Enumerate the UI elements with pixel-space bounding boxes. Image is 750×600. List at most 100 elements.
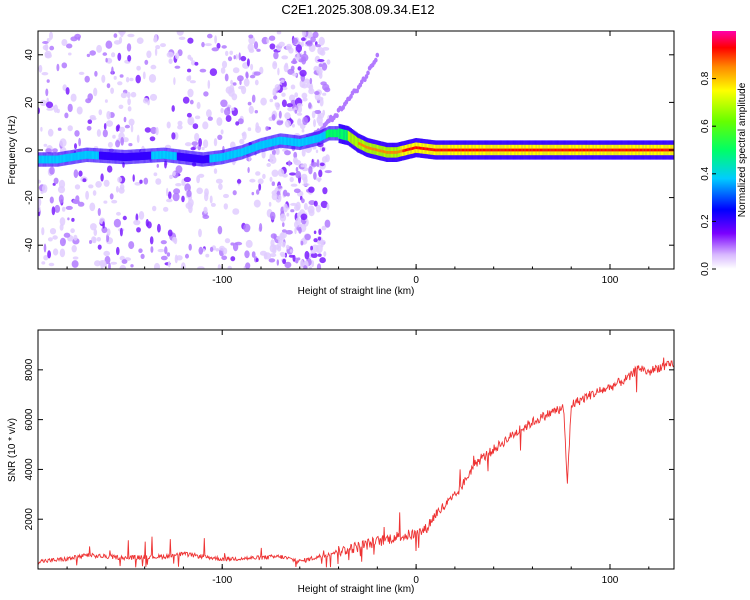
heat-cell: [281, 55, 289, 60]
heat-cell: [196, 155, 199, 163]
heat-cell: [240, 148, 243, 157]
heat-cell: [622, 148, 625, 152]
heat-cell: [295, 138, 298, 147]
heat-cell: [620, 148, 622, 152]
heat-cell: [129, 77, 134, 82]
heat-cell: [220, 129, 224, 135]
heat-cell: [581, 148, 584, 152]
heat-cell: [243, 78, 250, 87]
heat-cell: [154, 151, 157, 160]
heat-cell: [280, 253, 286, 258]
heat-cell: [43, 243, 47, 253]
heat-cell: [225, 152, 228, 160]
heat-cell: [645, 148, 648, 152]
heat-cell: [201, 41, 205, 48]
heat-cell: [600, 148, 603, 152]
heat-cell: [167, 260, 171, 268]
heat-cell: [164, 160, 167, 169]
heat-cell: [187, 198, 194, 207]
heat-cell: [266, 139, 269, 148]
heat-cell: [110, 261, 118, 265]
y-tick-label: -20: [24, 190, 35, 205]
heat-cell: [301, 138, 304, 147]
heat-cell: [281, 229, 287, 233]
heat-cell: [467, 148, 470, 152]
heat-cell: [310, 245, 313, 251]
heat-cell: [128, 143, 133, 147]
heat-cell: [324, 170, 332, 174]
heat-cell: [550, 148, 553, 152]
heat-cell: [91, 151, 94, 159]
heat-cell: [237, 118, 244, 125]
heat-cell: [256, 48, 261, 52]
heat-cell: [89, 202, 96, 212]
heat-cell: [518, 148, 521, 152]
heat-cell: [151, 151, 153, 160]
heat-cell: [297, 66, 302, 71]
heat-cell: [296, 103, 303, 108]
heat-cell: [360, 143, 363, 146]
heat-cell: [58, 179, 66, 189]
heat-cell: [107, 165, 113, 173]
heat-cell: [579, 148, 582, 152]
heat-cell: [543, 148, 546, 152]
heat-cell: [524, 148, 527, 152]
heat-cell: [176, 152, 179, 161]
heat-cell: [500, 148, 502, 152]
heat-cell: [64, 112, 69, 119]
heat-cell: [312, 135, 315, 144]
heat-cell: [333, 129, 336, 138]
heat-cell: [139, 152, 142, 161]
heat-cell: [666, 148, 669, 152]
heat-cell: [653, 148, 656, 152]
heat-cell: [338, 128, 341, 139]
heat-cell: [587, 148, 590, 152]
heat-cell: [171, 132, 176, 140]
heat-cell: [303, 202, 308, 211]
heat-cell: [246, 146, 249, 155]
heat-cell: [157, 248, 165, 253]
heat-cell: [66, 43, 73, 49]
heat-cell: [422, 147, 425, 150]
heat-cell: [175, 165, 183, 174]
heat-cell: [409, 147, 412, 151]
heat-cell: [657, 148, 660, 152]
heat-cell: [172, 152, 174, 160]
heat-cell: [67, 103, 73, 113]
heat-cell: [59, 248, 66, 258]
heat-cell: [215, 248, 220, 252]
heat-cell: [126, 91, 131, 99]
heat-cell: [272, 60, 278, 70]
heat-cell: [492, 148, 494, 152]
heat-cell: [148, 151, 151, 160]
heat-cell: [495, 148, 498, 152]
heat-cell: [77, 201, 85, 207]
heat-cell: [292, 72, 297, 77]
heat-cell: [449, 148, 451, 152]
heat-cell: [361, 143, 364, 147]
heat-cell: [191, 141, 198, 147]
heat-cell: [43, 155, 45, 164]
heat-cell: [190, 154, 193, 162]
heat-cell: [313, 171, 317, 180]
heat-cell: [165, 151, 167, 159]
heat-cell: [98, 109, 103, 116]
heat-cell: [365, 145, 368, 149]
heat-cell: [417, 146, 420, 150]
figure-title: C2E1.2025.308.09.34.E12: [281, 2, 434, 17]
heat-cell: [601, 148, 604, 152]
heat-cell: [65, 154, 67, 162]
heat-cell: [90, 151, 93, 159]
snr-frame: [37, 329, 675, 570]
heat-cell: [241, 85, 247, 95]
heat-cell: [358, 142, 361, 145]
heat-cell: [237, 149, 240, 158]
x-tick-label: 100: [602, 275, 619, 286]
heat-cell: [415, 146, 418, 149]
heat-cell: [66, 154, 69, 162]
heat-cell: [144, 59, 149, 65]
heat-cell: [304, 78, 310, 84]
heat-cell: [324, 131, 327, 139]
heat-cell: [122, 153, 124, 161]
heat-cell: [119, 74, 124, 78]
